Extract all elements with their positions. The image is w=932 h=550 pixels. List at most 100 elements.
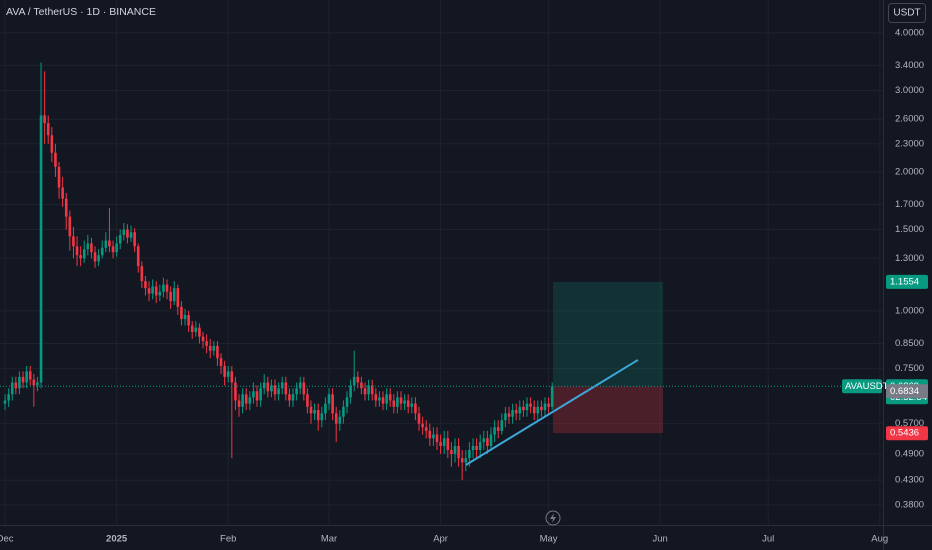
candle-body [28,371,32,380]
currency-label[interactable]: USDT [893,8,920,19]
candle-body [237,400,241,407]
candle-body [115,243,118,253]
candle-body [352,376,356,386]
candle-body [360,382,363,389]
candle-body [241,394,244,407]
candle-body [288,394,291,401]
candle-body [345,397,349,407]
candle-body [536,406,540,414]
candle-body [424,427,428,431]
candle-body [478,442,482,450]
candle-body [295,388,298,395]
candle-body [82,249,86,259]
candle-body [313,410,316,414]
candle-body [140,266,144,282]
candle-body [500,420,504,431]
y-tick-label: 0.5700 [895,418,924,429]
candle-body [453,445,457,455]
y-tick-label: 3.4000 [895,60,924,71]
candle-body [151,286,154,294]
candle-body [219,358,223,366]
candle-body [50,135,54,153]
candle-body [421,423,424,428]
candle-body [108,240,111,247]
candle-body [457,445,460,459]
candle-body [147,288,151,294]
candle-body [255,391,259,401]
x-tick-label: 2025 [106,534,128,545]
candle-body [165,284,169,292]
candle-body [57,166,61,188]
candle-body [64,198,68,217]
stop-tag-bg [886,426,928,441]
candle-body [442,438,446,446]
y-tick-label: 0.4900 [895,449,924,460]
event-icon[interactable] [545,510,561,526]
target-tag: 1.1554 [890,276,919,287]
trendline [465,359,639,466]
candle-body [244,394,248,404]
candle-body [144,281,147,289]
candle-body [291,394,295,401]
candle-body [234,382,237,401]
candle-body [489,434,493,446]
candle-body [223,365,226,377]
candle-body [532,406,536,414]
candle-body [428,430,432,439]
candle-body [86,243,90,250]
x-tick-label: Apr [433,534,448,545]
candle-body [248,397,252,404]
candle-body [396,397,399,407]
candle-body [273,385,277,395]
candle-body [262,382,266,389]
reference-price-tag: 0.6834 [890,386,919,397]
candle-body [21,376,25,383]
candle-body [468,449,471,459]
candle-body [403,400,406,404]
candle-body [417,413,421,424]
candle-body [194,327,198,333]
candle-body [324,403,327,414]
x-tick-label: Jun [653,534,668,545]
candle-body [511,410,514,417]
candle-body [266,382,270,392]
candle-body [439,442,442,446]
candle-body [529,403,532,407]
candle-body [205,341,208,346]
y-tick-label: 1.0000 [895,305,924,316]
reference-price-tag-bg [886,384,928,399]
candle-body [406,400,410,407]
y-tick-label: 0.8500 [895,338,924,349]
candle-body [129,232,133,238]
candle-body [388,394,392,401]
y-tick-label: 0.3800 [895,500,924,511]
candle-body [496,427,500,431]
candle-body [504,413,507,421]
candle-body [14,382,18,389]
candle-body [298,382,302,389]
candle-body [367,385,370,395]
candle-body [259,388,262,401]
y-tick-label: 3.0000 [895,85,924,96]
candle-body [25,371,28,383]
candle-body [93,252,97,262]
target-tag-bg [886,274,928,289]
candle-body [349,385,352,398]
candle-body [540,406,543,411]
y-tick-label: 1.5000 [895,224,924,235]
candle-body [104,240,108,248]
candle-body [158,291,162,296]
y-tick-label: 0.7500 [895,363,924,374]
candle-body [100,247,104,256]
stop-tag: 0.5436 [890,428,919,439]
candle-body [169,291,172,302]
y-tick-label: 2.0000 [895,166,924,177]
candle-body [72,236,75,247]
candle-body [270,385,273,392]
currency-button[interactable] [888,3,926,23]
candle-body [464,458,468,463]
candle-body [320,413,324,421]
candle-body [363,388,367,395]
candle-body [32,379,36,386]
